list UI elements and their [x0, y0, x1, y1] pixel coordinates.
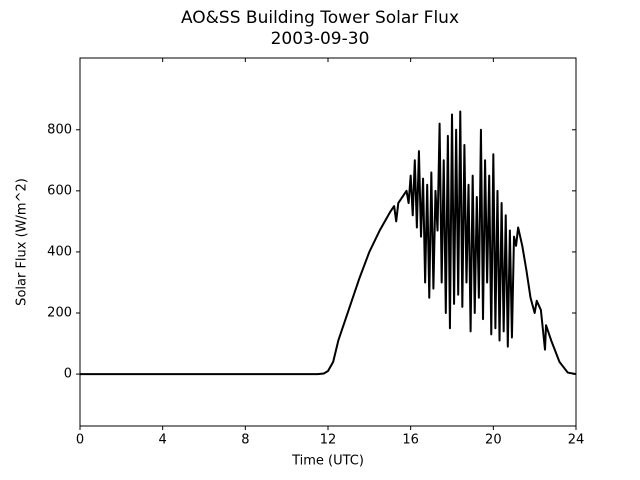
x-tick-label: 16: [402, 433, 419, 448]
x-tick-label: 4: [159, 433, 167, 448]
x-tick-label: 12: [320, 433, 337, 448]
data-line: [80, 110, 577, 376]
y-tick-label: 400: [47, 244, 72, 259]
y-tick-label: 0: [64, 367, 72, 382]
y-tick-label: 800: [47, 122, 72, 137]
y-tick-label: 200: [47, 306, 72, 321]
x-tick-label: 24: [568, 433, 585, 448]
x-tick-label: 8: [241, 433, 249, 448]
x-tick-label: 20: [485, 433, 502, 448]
y-axis-label: Solar Flux (W/m^2): [15, 178, 30, 306]
x-tick-label: 0: [76, 433, 84, 448]
y-tick-label: 600: [47, 183, 72, 198]
plot-frame: [79, 57, 577, 427]
chart-subtitle: 2003-09-30: [271, 29, 370, 49]
x-axis-label: Time (UTC): [291, 454, 364, 469]
chart-title: AO&SS Building Tower Solar Flux: [181, 8, 459, 28]
